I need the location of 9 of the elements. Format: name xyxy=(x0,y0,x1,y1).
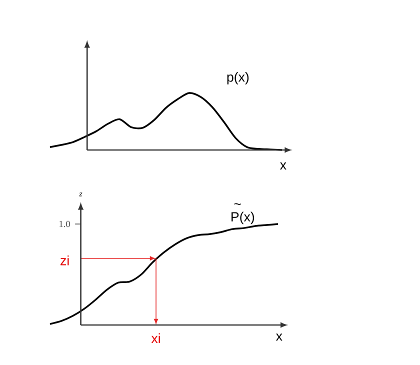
x-axis-title: x xyxy=(276,334,282,341)
annotation: 1.0 xyxy=(60,220,70,228)
text: xi xyxy=(151,333,160,343)
annotation: zi xyxy=(60,256,69,266)
y-axis-title: z xyxy=(79,192,82,196)
text: p(x) xyxy=(227,72,249,84)
x-axis-title: x xyxy=(280,162,286,170)
text: ~ xyxy=(234,203,241,205)
series-label: P(x) xyxy=(232,212,254,224)
